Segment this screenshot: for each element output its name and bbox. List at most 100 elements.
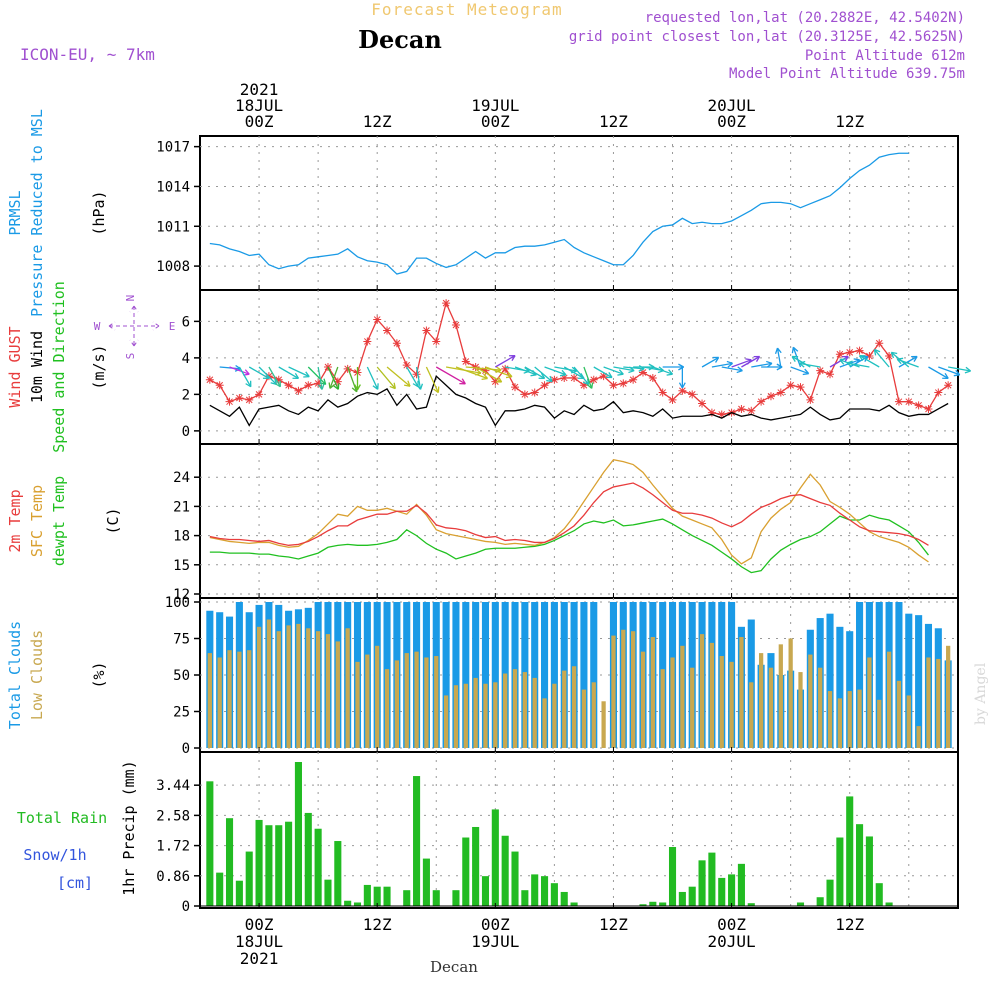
rain-bar — [216, 872, 224, 906]
low-clouds-bar — [365, 654, 370, 748]
wind-legend-label: Speed and Direction — [50, 281, 68, 453]
clouds-axis-label: (%) — [90, 661, 108, 688]
wind-arrow — [573, 366, 590, 385]
wind-arrow-head — [317, 383, 325, 390]
gust-marker — [845, 348, 854, 357]
gust-marker — [678, 386, 687, 395]
clouds-legend-label: Total Clouds — [6, 621, 24, 729]
bottom-axis-label: 12Z — [363, 915, 392, 934]
gust-marker — [520, 390, 529, 399]
gust-marker — [648, 373, 657, 382]
wind-arrow-head — [372, 383, 379, 390]
low-clouds-bar — [670, 657, 675, 748]
wind-arrow — [859, 355, 880, 368]
total-clouds-bar — [580, 602, 588, 748]
low-clouds-bar — [434, 656, 439, 748]
y-tick-label: 100 — [165, 595, 190, 611]
rain-bar — [255, 819, 263, 906]
rain-bar — [826, 879, 834, 906]
gust-marker — [855, 346, 864, 355]
wind-arrow-head — [890, 351, 898, 359]
precip-legend-label: Total Rain — [17, 809, 107, 827]
gust-marker — [363, 337, 372, 346]
gust-marker — [717, 410, 726, 419]
top-axis-label: 12Z — [835, 112, 864, 131]
rain-bar — [875, 883, 883, 906]
low-clouds-bar — [473, 677, 478, 748]
wind-arrow — [603, 366, 624, 375]
wind-arrow-head — [799, 360, 806, 368]
low-clouds-bar — [680, 645, 685, 748]
low-clouds-bar — [699, 634, 705, 748]
gust-marker — [481, 366, 490, 375]
low-clouds-bar — [384, 669, 390, 748]
gust-marker — [451, 321, 460, 330]
rain-bar — [688, 886, 696, 906]
low-clouds-bar — [837, 698, 842, 748]
low-clouds-bar — [719, 656, 724, 748]
temperature-legend-label: SFC Temp — [28, 485, 46, 557]
wind-arrow-head — [896, 357, 904, 365]
low-clouds-bar — [316, 631, 321, 748]
low-clouds-bar — [453, 685, 459, 748]
total-clouds-bar — [531, 602, 539, 748]
gust-marker — [914, 401, 923, 410]
low-clouds-bar — [798, 672, 803, 748]
gust-marker — [570, 373, 579, 382]
clouds-panel: 0 25 50 75 100 Total Clouds Low Clouds (%) — [6, 595, 959, 757]
gust-marker — [471, 363, 480, 371]
compass-rose — [108, 305, 160, 347]
low-clouds-bar — [306, 628, 311, 748]
low-clouds-bar — [552, 683, 557, 748]
wind-legend-label: Wind GUST — [6, 326, 24, 407]
gust-marker — [491, 377, 500, 386]
y-tick-label: 15 — [173, 558, 190, 574]
y-tick-label: 2.58 — [156, 808, 190, 824]
low-clouds-bar — [296, 623, 301, 748]
gust-marker — [501, 364, 510, 373]
gust-marker — [924, 404, 933, 413]
rain-bar — [708, 852, 716, 906]
low-clouds-bar — [424, 657, 429, 748]
gust-marker — [225, 397, 234, 406]
model-altitude: Model Point Altitude 639.75m — [729, 66, 965, 82]
rain-bar — [334, 841, 342, 906]
total-clouds-bar — [905, 613, 913, 748]
wind-arrow-head — [736, 366, 743, 374]
wind-arrow — [229, 366, 250, 375]
pressure-legend-label: PRMSL — [6, 190, 24, 235]
wind-arrow — [741, 355, 760, 368]
low-clouds-bar — [611, 635, 616, 748]
wind-arrow-head — [292, 372, 300, 380]
series-line-prmsl — [209, 152, 909, 275]
low-clouds-bar — [463, 683, 468, 748]
gust-marker — [609, 381, 618, 390]
y-tick-label: 1008 — [156, 259, 190, 275]
gust-marker — [205, 375, 214, 384]
gust-marker — [314, 379, 323, 388]
low-clouds-bar — [414, 651, 419, 748]
low-clouds-bar — [443, 695, 449, 748]
gust-marker — [294, 386, 303, 395]
wind-arrow-head — [416, 383, 424, 390]
wind-arrow — [258, 366, 277, 385]
rain-bar — [649, 901, 657, 906]
rain-bar — [856, 824, 864, 906]
gust-marker — [540, 381, 549, 390]
bottom-axis-label: 18JUL — [235, 932, 283, 951]
wind-arrow — [731, 359, 752, 368]
wind-arrow — [554, 366, 577, 372]
gust-marker — [776, 388, 785, 397]
wind-arrow — [475, 366, 502, 383]
requested-coords: requested lon,lat (20.2882E, 42.5402N) — [645, 10, 965, 26]
gust-marker — [944, 381, 953, 390]
wind-arrow — [948, 366, 971, 372]
wind-arrow — [376, 366, 396, 390]
wind-arrow — [751, 362, 773, 368]
wind-arrow-head — [846, 360, 853, 368]
y-tick-label: 12 — [173, 587, 190, 603]
low-clouds-bar — [542, 698, 547, 748]
wind-arrow-head — [791, 355, 799, 362]
wind-arrow-head — [245, 380, 252, 388]
rain-bar — [560, 891, 568, 906]
